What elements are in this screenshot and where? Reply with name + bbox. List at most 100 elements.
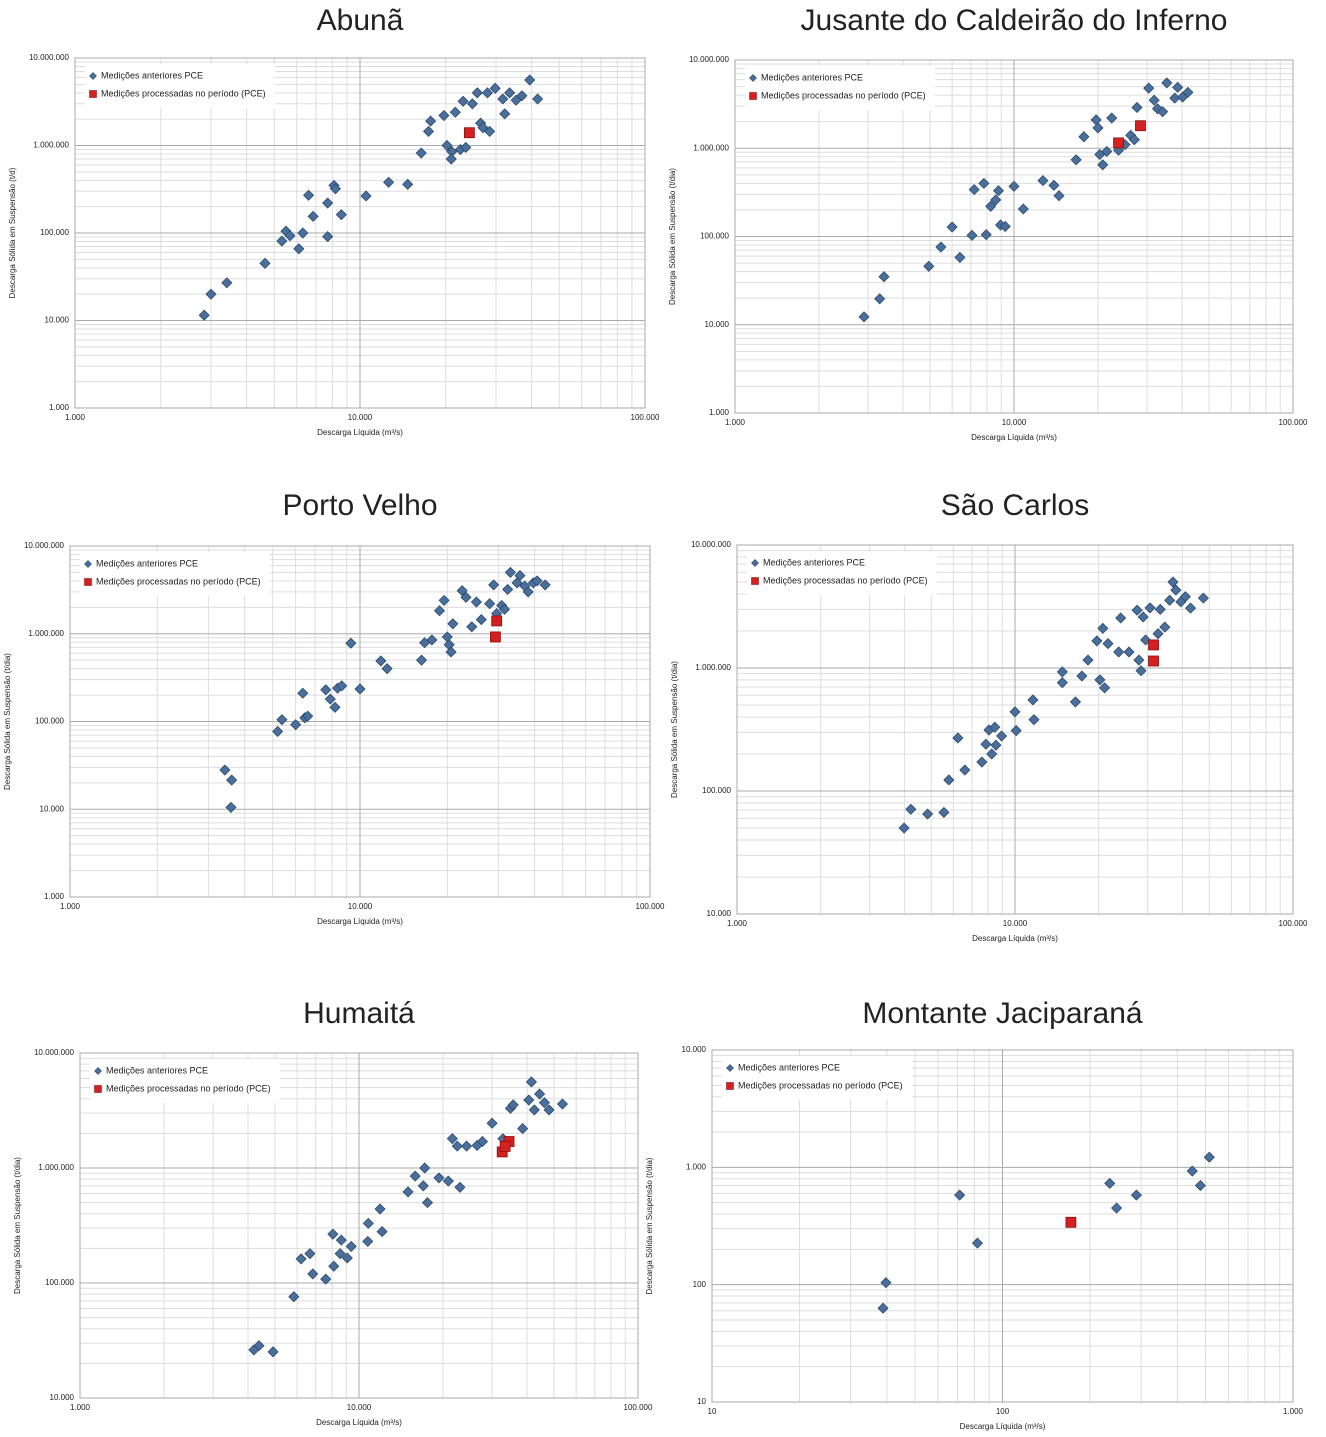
data-point: [409, 1170, 421, 1182]
data-point: [1154, 603, 1166, 615]
x-axis-label: Descarga Líquida (m³/s): [960, 1422, 1046, 1431]
data-point: [999, 220, 1011, 233]
chart-title: Montante Jaciparaná: [862, 997, 1142, 1030]
data-point: [402, 1186, 414, 1198]
y-tick-label: 1.000.000: [33, 141, 69, 150]
data-point: [297, 687, 309, 699]
data-point: [295, 1253, 307, 1265]
x-axis-label: Descarga Líquida (m³/s): [316, 1418, 402, 1427]
data-point: [522, 586, 534, 598]
y-tick-label: 10.000.000: [34, 1048, 75, 1057]
x-tick-label: 10: [708, 1407, 717, 1416]
y-axis-label: Descarga Sólida em Suspensão (t/dia): [3, 653, 12, 790]
data-point: [1065, 1216, 1077, 1228]
x-tick-label: 1.000: [70, 1403, 91, 1412]
data-point: [293, 243, 305, 255]
data-point: [525, 1076, 538, 1088]
data-point: [1182, 86, 1194, 98]
data-point: [449, 106, 461, 118]
data-point: [556, 1098, 569, 1110]
data-point: [460, 141, 472, 154]
data-point: [276, 235, 288, 247]
y-tick-label: 1.000: [49, 403, 70, 412]
x-axis-label: Descarga Líquida (m³/s): [971, 433, 1057, 442]
data-point: [297, 227, 309, 239]
data-point: [438, 594, 450, 606]
data-point: [272, 725, 284, 738]
data-point: [528, 1104, 540, 1116]
data-point: [476, 1135, 489, 1148]
data-point: [425, 115, 437, 127]
legend-label: Medições processadas no período (PCE): [96, 576, 261, 586]
chart-title: Jusante do Caldeirão do Inferno: [801, 4, 1228, 37]
data-point: [445, 646, 457, 658]
y-tick-label: 10.000: [45, 316, 70, 325]
data-point: [1115, 612, 1127, 624]
legend-label: Medições anteriores PCE: [738, 1062, 840, 1072]
x-axis-label: Descarga Líquida (m³/s): [317, 917, 403, 926]
data-point: [880, 1277, 892, 1289]
data-point: [905, 803, 917, 815]
data-point: [1172, 81, 1184, 93]
data-point: [1194, 1179, 1206, 1192]
data-point: [959, 764, 971, 776]
data-point: [938, 806, 950, 818]
data-point: [461, 1140, 473, 1152]
legend-marker: [749, 92, 757, 100]
data-point: [320, 684, 332, 696]
data-point: [1070, 154, 1082, 166]
data-point: [328, 1260, 340, 1272]
data-point: [477, 122, 489, 134]
legend: [747, 551, 937, 595]
data-point: [460, 591, 472, 603]
y-tick-label: 10.000.000: [29, 53, 70, 62]
data-point: [1203, 1151, 1215, 1163]
data-point: [1027, 694, 1039, 706]
chart-panel: Porto Velho 1.000 10.000 100.000 1.000 10.000…: [3, 489, 665, 926]
data-point: [457, 95, 469, 107]
data-point: [1186, 1165, 1198, 1177]
data-point: [438, 109, 450, 122]
data-point: [442, 1175, 454, 1187]
data-point: [990, 739, 1002, 751]
x-tick-label: 10.000: [348, 902, 373, 911]
legend-marker: [94, 1067, 102, 1075]
data-point: [225, 801, 237, 813]
data-point: [417, 1180, 429, 1192]
legend-marker: [751, 577, 759, 585]
data-point: [329, 701, 341, 713]
data-point: [1113, 646, 1125, 658]
legend-label: Medições anteriores PCE: [761, 72, 863, 82]
data-point: [1130, 1189, 1142, 1201]
data-point: [375, 655, 387, 667]
data-point: [1157, 106, 1169, 118]
legend-marker: [726, 1064, 734, 1072]
data-point: [1170, 584, 1182, 596]
data-point: [985, 200, 997, 212]
data-point: [451, 1140, 463, 1152]
data-point: [226, 774, 238, 786]
data-point: [1131, 604, 1143, 616]
data-point: [1140, 634, 1152, 646]
x-axis-label: Descarga Líquida (m³/s): [317, 428, 403, 437]
legend: [80, 552, 270, 596]
chart-panel: Jusante do Caldeirão do Inferno 1.000 10.0…: [668, 4, 1308, 442]
y-tick-label: 1.000: [44, 892, 65, 901]
data-point: [1053, 190, 1065, 202]
data-point: [422, 125, 435, 137]
data-point: [454, 1181, 466, 1193]
data-point: [1106, 112, 1118, 124]
y-tick-label: 100.000: [35, 717, 64, 726]
data-point: [421, 1197, 434, 1209]
y-tick-label: 1.000.000: [695, 663, 731, 672]
y-tick-label: 10.000: [40, 804, 65, 813]
data-point: [1037, 175, 1049, 187]
data-point: [514, 570, 526, 582]
legend: [745, 66, 935, 110]
data-point: [445, 153, 457, 165]
data-point: [1137, 611, 1149, 623]
data-point: [484, 125, 496, 137]
x-tick-label: 1.000: [725, 418, 746, 427]
data-point: [304, 1248, 316, 1260]
